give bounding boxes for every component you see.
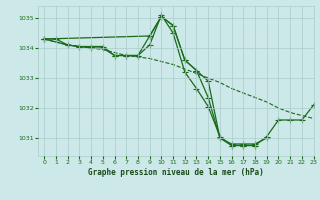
X-axis label: Graphe pression niveau de la mer (hPa): Graphe pression niveau de la mer (hPa) (88, 168, 264, 177)
